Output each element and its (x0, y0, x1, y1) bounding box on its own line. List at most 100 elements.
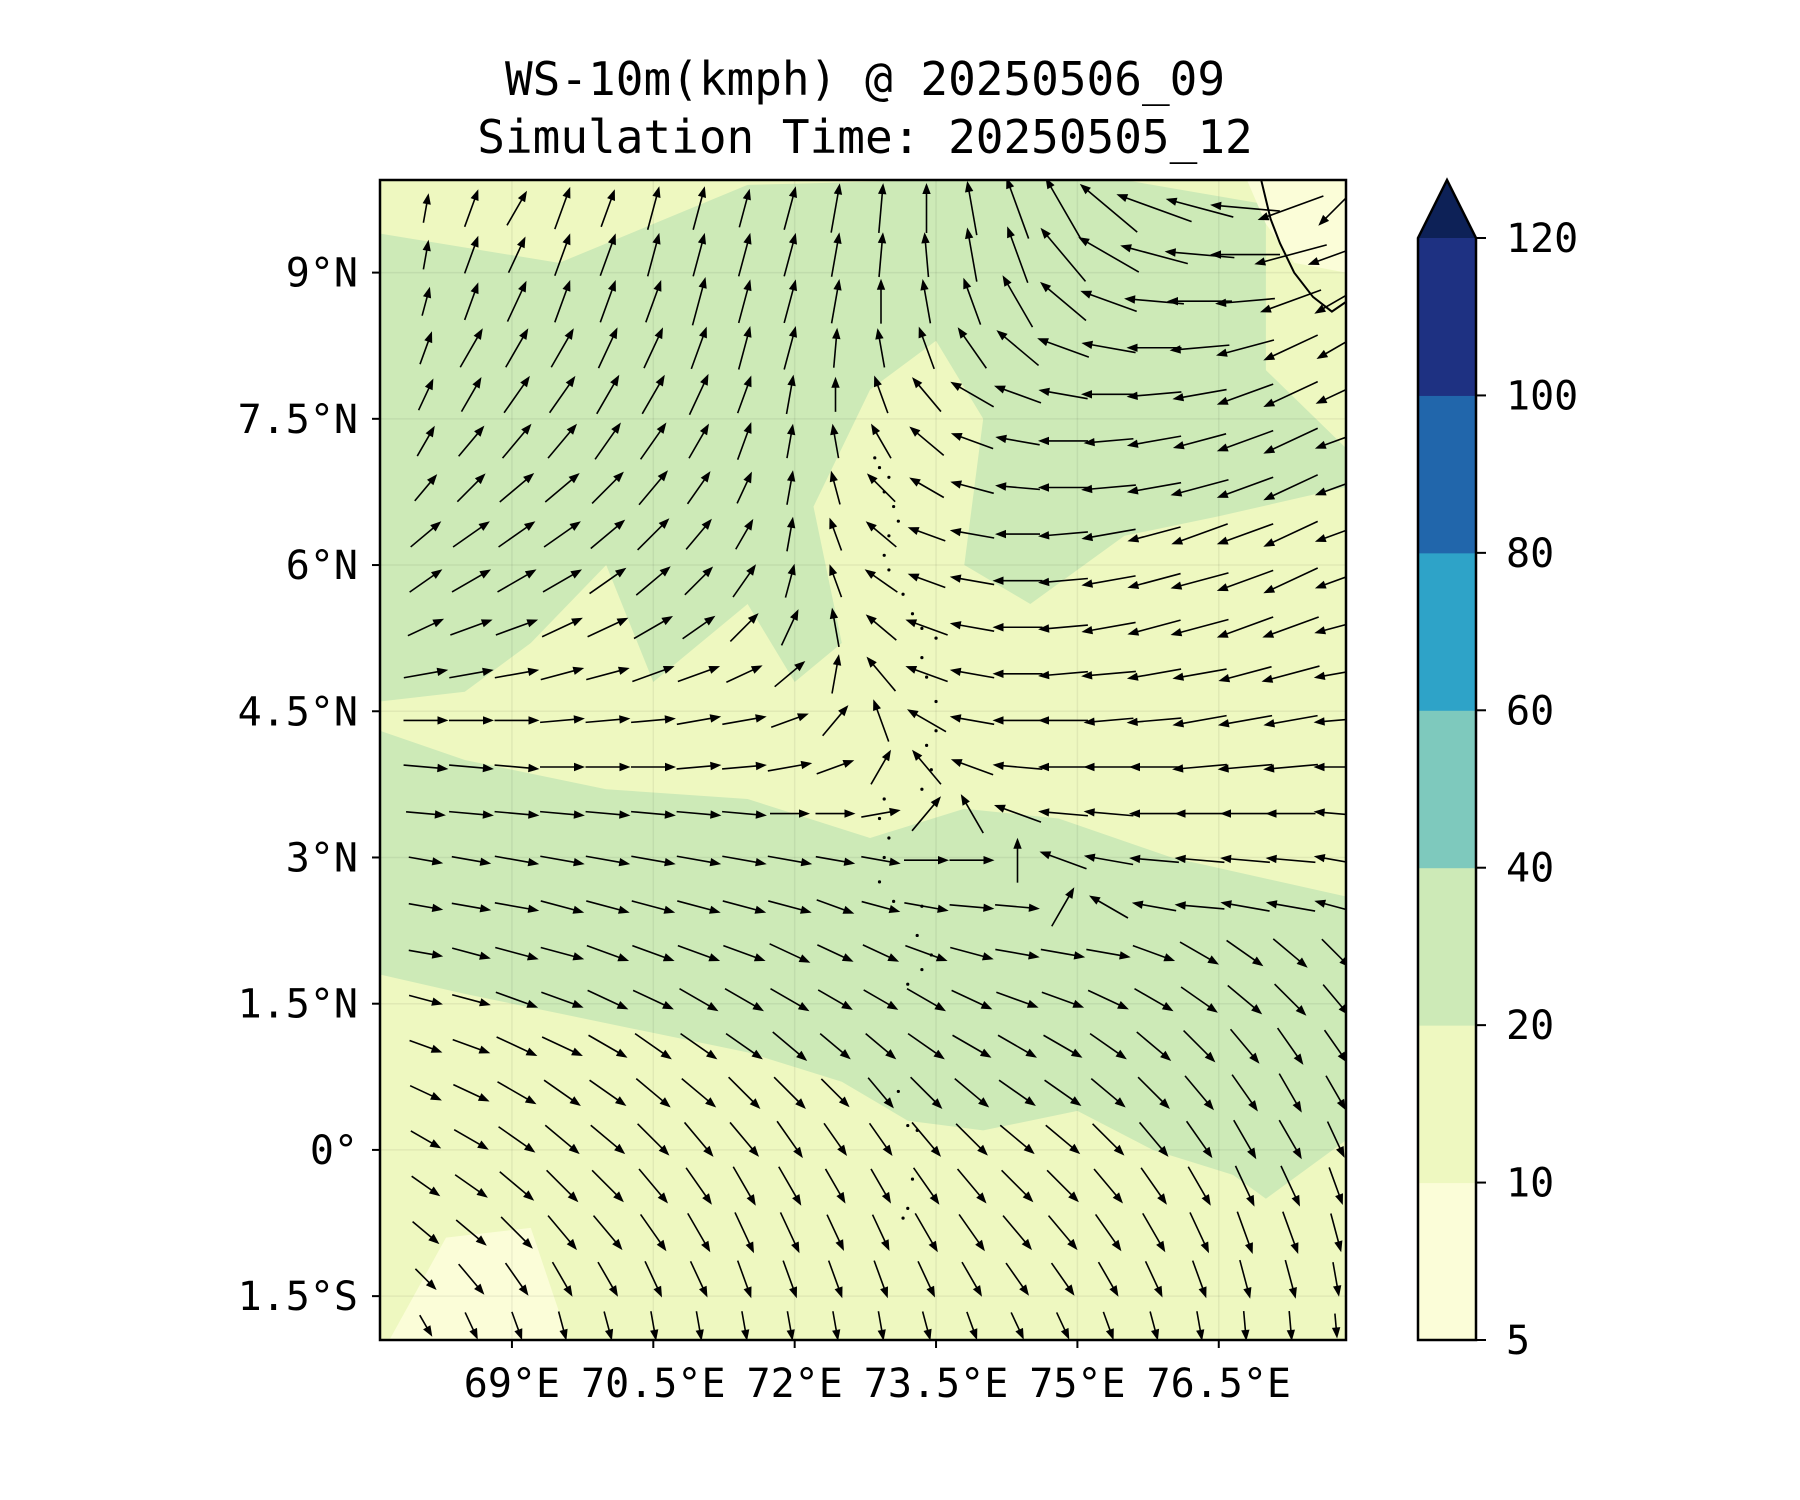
colorbar-segment (1418, 710, 1476, 869)
wind-arrow-head (787, 470, 796, 482)
wind-arrow-head (976, 1192, 987, 1204)
wind-arrow-head (1045, 180, 1055, 190)
wind-arrow (768, 900, 812, 914)
wind-arrow-head (526, 999, 539, 1008)
wind-arrow-shaft (1087, 621, 1136, 632)
wind-arrow-shaft (1265, 289, 1322, 311)
wind-arrow-head (876, 278, 886, 290)
wind-arrow-shaft (1268, 474, 1319, 499)
wind-arrow-shaft (1170, 251, 1235, 259)
wind-arrow (635, 566, 671, 596)
wind-arrow (736, 471, 752, 504)
wind-arrow-shaft (1008, 231, 1029, 284)
wind-arrow-head (836, 1191, 846, 1204)
wind-arrow-head (1117, 1001, 1129, 1010)
wind-arrow (1220, 809, 1270, 818)
wind-arrow (827, 1260, 843, 1299)
wind-arrow (594, 422, 621, 460)
wind-arrow-shaft (911, 1121, 938, 1153)
wind-arrow (1081, 621, 1136, 635)
wind-arrow-shaft (999, 806, 1042, 823)
wind-arrow (585, 762, 631, 772)
wind-arrow (543, 521, 581, 548)
wind-arrow-head (830, 423, 839, 436)
wind-arrow (494, 763, 540, 773)
colorbar-segment (1418, 1182, 1476, 1341)
wind-arrow-shaft (507, 241, 524, 274)
wind-arrow (1280, 1165, 1300, 1207)
wind-arrow (1171, 523, 1228, 545)
wind-arrow-shaft (1087, 484, 1136, 491)
wind-arrow-head (569, 1096, 581, 1106)
wind-arrow (736, 422, 752, 460)
wind-arrow-head (475, 1235, 487, 1246)
wind-arrow-head (566, 1238, 577, 1251)
wind-arrow-shaft (911, 800, 938, 832)
wind-arrow-head (755, 810, 767, 819)
wind-arrow-head (710, 761, 722, 771)
lat-tick-label: 0° (310, 1128, 358, 1174)
wind-arrow-head (873, 699, 881, 711)
wind-arrow (1226, 939, 1264, 967)
wind-arrow-shaft (1007, 182, 1030, 239)
wind-arrow-shaft (1239, 1259, 1250, 1294)
wind-arrow-head (527, 667, 540, 676)
wind-arrow-head (1215, 298, 1227, 307)
wind-arrow (950, 480, 994, 495)
wind-arrow-shaft (998, 764, 1043, 770)
wind-arrow-shaft (1133, 619, 1181, 634)
wind-arrow (1129, 762, 1179, 772)
wind-arrow-shaft (451, 855, 486, 864)
wind-arrow-head (1336, 1098, 1346, 1111)
wind-arrow-head (424, 378, 434, 391)
wind-arrow-head (659, 566, 671, 577)
wind-arrow-head (1246, 1194, 1255, 1207)
wind-arrow (410, 521, 442, 548)
wind-arrow (829, 564, 843, 598)
wind-arrow-shaft (635, 1078, 667, 1105)
wind-arrow-shaft (686, 475, 708, 505)
wind-arrow-head (1216, 629, 1229, 638)
wind-arrow (910, 1076, 943, 1109)
wind-arrow (452, 1038, 491, 1054)
wind-arrow-head (934, 1002, 946, 1012)
island-dot (934, 636, 938, 640)
wind-arrow-head (698, 277, 707, 289)
wind-arrow (950, 946, 994, 961)
wind-arrow-head (841, 1000, 853, 1010)
wind-arrow-shaft (770, 987, 805, 1009)
wind-arrow-head (1156, 1240, 1166, 1253)
wind-arrow (540, 810, 585, 819)
wind-arrow-shaft (1320, 436, 1346, 448)
wind-arrow-shaft (737, 331, 750, 370)
wind-arrow (966, 1311, 978, 1340)
wind-arrow (1007, 226, 1029, 284)
wind-arrow (905, 619, 948, 636)
wind-arrow-shaft (1047, 182, 1082, 239)
wind-arrow-head (992, 576, 1004, 585)
wind-arrow-head (655, 374, 665, 387)
wind-arrow (590, 1124, 626, 1155)
wind-arrow (676, 761, 722, 771)
wind-arrow-shaft (1140, 1167, 1165, 1201)
wind-arrow (540, 946, 585, 961)
island-dot (934, 729, 938, 733)
wind-arrow-shaft (547, 1215, 574, 1246)
wind-arrow-shaft (543, 523, 577, 548)
wind-arrow (1217, 763, 1273, 773)
wind-arrow-shaft (585, 810, 625, 816)
wind-arrow-shaft (955, 577, 995, 586)
wind-arrow-shaft (1041, 991, 1079, 1007)
wind-arrow-head (1064, 1284, 1075, 1296)
wind-arrow-head (614, 1143, 626, 1155)
wind-arrow (681, 1078, 717, 1108)
wind-arrow-head (1002, 275, 1012, 287)
wind-arrow-shaft (967, 233, 978, 282)
wind-arrow (1050, 1262, 1075, 1296)
wind-arrow-head (566, 423, 577, 435)
wind-arrow-head (517, 190, 527, 203)
wind-arrow-shaft (1046, 1169, 1076, 1199)
wind-arrow (1131, 900, 1177, 912)
wind-arrow (687, 1212, 711, 1253)
wind-arrow (909, 426, 945, 456)
